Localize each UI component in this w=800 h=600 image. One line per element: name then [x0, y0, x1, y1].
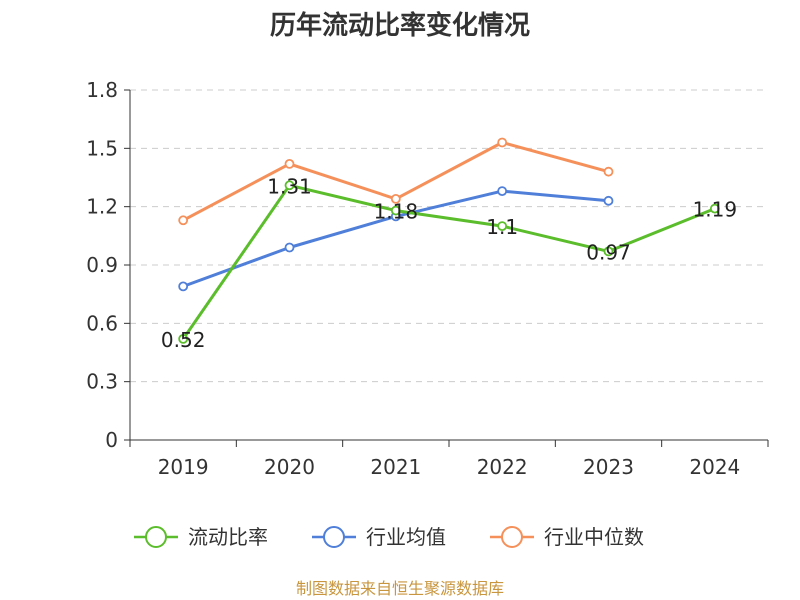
y-tick-label: 1.5	[86, 136, 118, 160]
y-tick-label: 0	[105, 428, 118, 452]
data-labels: 0.52 1.31 1.18 1.1 0.97 1.19	[161, 174, 737, 352]
data-point	[497, 137, 508, 148]
x-tick-label: 2022	[477, 455, 528, 479]
data-point	[603, 246, 614, 257]
data-label: 1.31	[267, 174, 312, 198]
y-tick-label: 1.2	[86, 195, 118, 219]
series-line-0	[181, 183, 716, 340]
data-label: 1.19	[693, 198, 738, 222]
legend-label: 行业中位数	[544, 525, 644, 549]
legend-item: 行业均值	[312, 525, 446, 549]
y-tick-label: 0.3	[86, 370, 118, 394]
y-tick-label: 0.6	[86, 311, 118, 335]
x-tick-label: 2021	[370, 455, 421, 479]
axes: 0 0.3 0.6 0.9 1.2 1.5 1.8 2019 2020 2021 2022 2023 2…	[86, 78, 769, 479]
legend-item: 行业中位数	[490, 525, 644, 549]
data-label: 1.18	[374, 200, 419, 224]
data-label: 0.52	[161, 328, 206, 352]
data-point	[390, 193, 401, 204]
x-tick-label: 2023	[583, 455, 634, 479]
grid	[130, 89, 768, 383]
legend: 流动比率 行业均值 行业中位数	[134, 525, 644, 549]
data-point	[284, 242, 295, 253]
data-point	[497, 221, 508, 232]
legend-label: 流动比率	[188, 525, 268, 549]
y-tick-label: 1.8	[86, 78, 118, 102]
legend-marker	[501, 526, 523, 548]
data-point	[603, 166, 614, 177]
x-tick-label: 2019	[158, 455, 209, 479]
source-note: 制图数据来自恒生聚源数据库	[296, 579, 504, 598]
chart-title: 历年流动比率变化情况	[270, 10, 530, 41]
legend-marker	[323, 526, 345, 548]
data-point	[178, 215, 189, 226]
data-point	[178, 281, 189, 292]
data-point	[709, 203, 720, 214]
legend-label: 行业均值	[366, 525, 446, 549]
data-label: 1.1	[486, 215, 518, 239]
data-point	[284, 180, 295, 191]
x-tick-label: 2024	[689, 455, 740, 479]
x-tick-label: 2020	[264, 455, 315, 479]
y-tick-label: 0.9	[86, 253, 118, 277]
data-label: 0.97	[586, 240, 631, 264]
data-point	[390, 205, 401, 216]
legend-marker	[145, 526, 167, 548]
data-point	[178, 333, 189, 344]
data-point	[603, 195, 614, 206]
data-point	[497, 186, 508, 197]
series	[178, 137, 720, 344]
data-point	[284, 158, 295, 169]
legend-item: 流动比率	[134, 525, 268, 549]
